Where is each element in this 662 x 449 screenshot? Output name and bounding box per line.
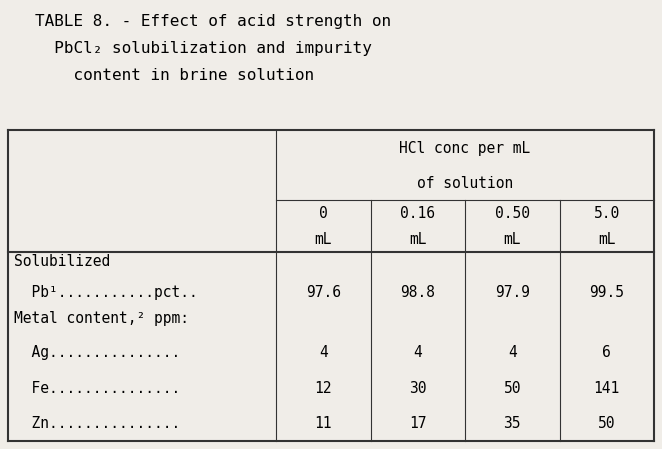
Text: mL: mL <box>314 232 332 247</box>
Text: mL: mL <box>504 232 521 247</box>
Text: 4: 4 <box>319 345 328 360</box>
Text: 11: 11 <box>314 416 332 431</box>
Text: PbCl₂ solubilization and impurity: PbCl₂ solubilization and impurity <box>35 41 372 56</box>
Text: mL: mL <box>409 232 426 247</box>
Text: 0: 0 <box>319 206 328 221</box>
Text: 0.50: 0.50 <box>495 206 530 221</box>
Text: content in brine solution: content in brine solution <box>35 68 314 83</box>
Text: 141: 141 <box>594 380 620 396</box>
Text: of solution: of solution <box>417 176 513 191</box>
Text: 4: 4 <box>508 345 516 360</box>
Text: TABLE 8. - Effect of acid strength on: TABLE 8. - Effect of acid strength on <box>35 14 391 29</box>
Text: 97.6: 97.6 <box>306 285 341 300</box>
Text: 50: 50 <box>504 380 521 396</box>
Text: Fe...............: Fe............... <box>14 380 180 396</box>
Text: Ag...............: Ag............... <box>14 345 180 360</box>
Text: Metal content,² ppm:: Metal content,² ppm: <box>14 311 189 326</box>
Text: Pb¹...........pct..: Pb¹...........pct.. <box>14 285 198 300</box>
Text: 98.8: 98.8 <box>401 285 436 300</box>
Text: 35: 35 <box>504 416 521 431</box>
Text: 17: 17 <box>409 416 426 431</box>
Text: 99.5: 99.5 <box>589 285 624 300</box>
Text: 50: 50 <box>598 416 616 431</box>
Text: Zn...............: Zn............... <box>14 416 180 431</box>
Text: 97.9: 97.9 <box>495 285 530 300</box>
Text: 5.0: 5.0 <box>594 206 620 221</box>
Text: 4: 4 <box>414 345 422 360</box>
Text: 12: 12 <box>314 380 332 396</box>
Text: mL: mL <box>598 232 616 247</box>
Text: Solubilized: Solubilized <box>14 254 111 269</box>
Text: HCl conc per mL: HCl conc per mL <box>399 141 531 156</box>
Text: 30: 30 <box>409 380 426 396</box>
Text: 6: 6 <box>602 345 611 360</box>
Text: 0.16: 0.16 <box>401 206 436 221</box>
